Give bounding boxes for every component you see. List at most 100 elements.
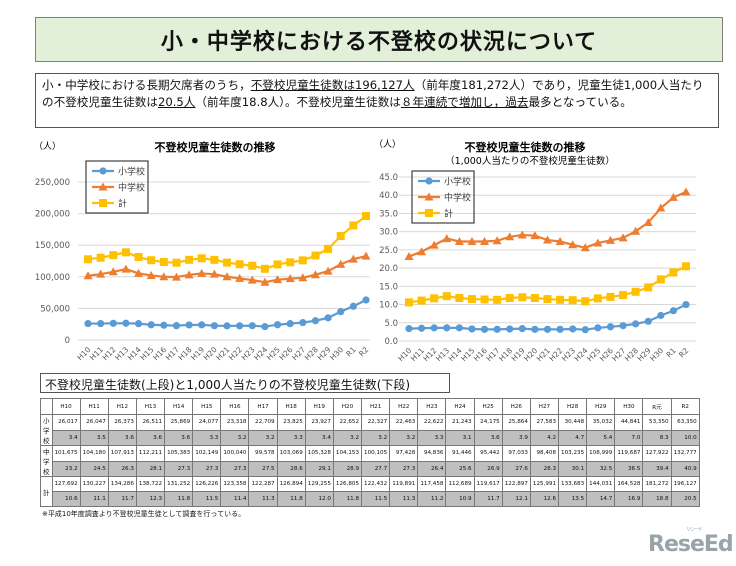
chart-rate: 不登校児童生徒数の推移 （1,000人当たりの不登校児童生徒数） （人） 0.0 5.0… <box>370 135 710 367</box>
y-tick-label: 0 <box>65 336 70 346</box>
count-cell: 97,033 <box>501 445 531 462</box>
count-cell: 100,040 <box>220 445 250 462</box>
count-cell: 119,687 <box>614 445 644 462</box>
year-header: H18 <box>276 398 306 415</box>
summary-text: 小・中学校における長期欠席者のうち， <box>42 78 251 92</box>
x-tick-label: H30 <box>648 346 665 363</box>
data-point <box>405 325 413 333</box>
data-point <box>172 322 181 330</box>
count-cell: 108,999 <box>586 445 616 462</box>
table-row: 23.2 24.5 26.3 28.1 27.3 27.3 27.3 27.5 28.6 29.1… <box>41 460 700 477</box>
count-cell: 131,252 <box>164 475 194 493</box>
summary-highlight: 不登校児童生徒数は196,127人 <box>250 78 415 92</box>
data-point <box>134 320 143 328</box>
footnote: ※平成10年度調査より不登校児童生徒として調査を行っている。 <box>42 510 246 518</box>
rate-cell: 28.3 <box>529 460 560 477</box>
count-cell: 122,432 <box>361 475 391 493</box>
rate-cell: 11.5 <box>192 491 222 508</box>
rate-cell: 3.9 <box>501 429 531 446</box>
year-header: H24 <box>445 398 475 415</box>
summary-text: （前年度18.8人）。不登校児童生徒数は <box>195 95 401 109</box>
data-point <box>556 325 564 333</box>
rate-cell: 3.2 <box>332 429 363 446</box>
table-row: 10.6 11.1 11.7 12.3 11.8 11.5 11.4 11.3 11.8 12.0… <box>41 491 700 508</box>
data-point <box>480 237 490 246</box>
data-point <box>581 297 590 306</box>
data-point <box>454 237 464 246</box>
count-cell: 107,913 <box>107 445 137 462</box>
data-point <box>185 321 193 329</box>
y-unit-label: （人） <box>34 141 61 152</box>
data-point <box>631 287 640 296</box>
data-point <box>682 300 690 309</box>
legend-marker <box>99 199 107 207</box>
count-cell: 112,689 <box>445 475 475 493</box>
rate-cell: 10.9 <box>445 491 475 508</box>
data-point <box>336 259 346 268</box>
data-point <box>657 311 665 320</box>
rate-cell: 11.2 <box>417 491 447 508</box>
data-point <box>171 272 181 281</box>
data-point <box>644 317 652 325</box>
year-header: R元 <box>642 398 672 415</box>
count-cell: 112,211 <box>135 445 166 462</box>
rate-cell: 23.2 <box>51 460 81 477</box>
rate-cell: 36.5 <box>614 460 644 477</box>
y-tick-label: 40.0 <box>379 191 398 201</box>
data-point <box>404 251 414 260</box>
count-cell: 94,836 <box>417 445 447 462</box>
table-title: 不登校児童生徒数(上段)と1,000人当たりの不登校児童生徒数(下段) <box>40 373 450 393</box>
rate-cell: 18.8 <box>642 491 672 508</box>
legend-label: 計 <box>118 198 127 210</box>
year-header: H10 <box>51 398 81 415</box>
count-cell: 21,243 <box>445 414 475 431</box>
data-point <box>185 255 194 264</box>
y-unit-label: （人） <box>374 139 401 150</box>
data-point <box>198 321 206 329</box>
data-point <box>644 283 653 292</box>
count-cell: 103,235 <box>558 445 588 462</box>
rate-cell: 12.6 <box>529 491 560 508</box>
count-cell: 126,226 <box>192 475 222 493</box>
year-header: H25 <box>473 398 503 415</box>
data-point <box>467 237 477 246</box>
data-point <box>568 240 578 249</box>
data-point <box>543 235 552 244</box>
rate-cell: 12.0 <box>304 491 334 508</box>
data-point <box>681 187 691 196</box>
year-header: H16 <box>220 398 250 415</box>
count-cell: 122,897 <box>501 475 531 493</box>
data-point <box>285 274 295 283</box>
year-header: H19 <box>304 398 334 415</box>
data-point <box>442 292 451 301</box>
count-cell: 98,408 <box>529 445 560 462</box>
table-row: 3.4 3.5 3.6 3.6 3.6 3.3 3.2 3.2 3.3 3.4 3.2 3.2 3.2 3… <box>41 429 700 446</box>
count-cell: 24,077 <box>192 414 222 431</box>
chart-subtitle: （1,000人当たりの不登校児童生徒数） <box>445 155 615 167</box>
rate-cell: 3.1 <box>445 429 475 446</box>
count-cell: 122,287 <box>248 475 278 493</box>
data-point <box>311 317 320 325</box>
rate-cell: 3.4 <box>304 429 334 446</box>
data-point <box>311 251 320 260</box>
data-point <box>480 295 489 304</box>
data-point <box>593 238 603 247</box>
y-tick-label: 0.0 <box>384 337 398 347</box>
data-point <box>260 277 270 286</box>
count-cell: 126,805 <box>332 475 363 493</box>
data-point <box>337 308 345 316</box>
y-tick-label: 100,000 <box>35 273 70 283</box>
data-point <box>84 255 92 264</box>
rate-cell: 10.0 <box>670 429 700 446</box>
y-tick-label: 35.0 <box>379 209 398 219</box>
rate-cell: 4.7 <box>558 429 588 446</box>
data-point <box>581 326 589 334</box>
data-point <box>310 270 320 279</box>
count-cell: 129,255 <box>304 475 334 493</box>
data-point <box>96 269 106 278</box>
legend-marker <box>425 209 433 217</box>
data-point <box>235 260 244 269</box>
table-row: 中学校 101,675 104,180 107,913 112,211 105,383 10… <box>40 445 700 477</box>
rate-cell: 13.5 <box>558 491 588 508</box>
legend-box <box>411 170 475 224</box>
